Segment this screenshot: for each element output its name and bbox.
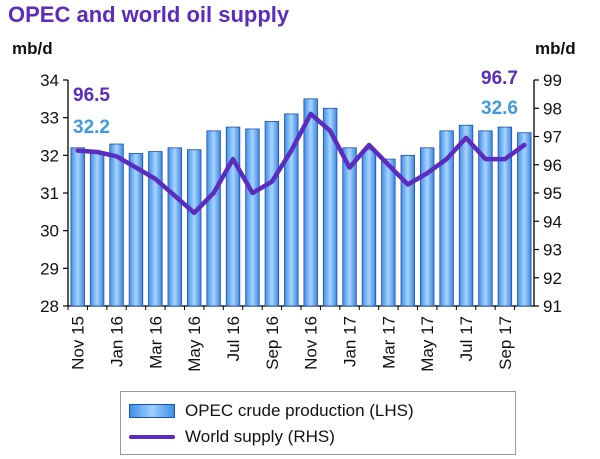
bar [206, 130, 221, 307]
bar [420, 147, 435, 307]
bar [400, 154, 415, 307]
world-supply-line [75, 111, 527, 216]
bar [148, 151, 163, 307]
legend-label-bar: OPEC crude production (LHS) [185, 401, 414, 420]
axes: mb/d mb/d 28 29 30 31 32 33 34 91 92 93 94 95 96 97 98 99… [12, 39, 576, 372]
bar [109, 143, 124, 307]
annotation-start-opec: 32.2 [73, 117, 110, 138]
legend-line-swatch [129, 435, 175, 439]
x-tick-label: Mar 16 [146, 316, 165, 369]
x-tick-label: May 17 [418, 316, 437, 372]
bar [225, 126, 241, 307]
right-tick-label: 91 [543, 297, 562, 316]
x-tick-label: Jan 16 [108, 316, 127, 367]
right-tick-label: 93 [543, 241, 562, 260]
annotation-end-world: 96.7 [481, 68, 518, 89]
right-tick-label: 95 [543, 184, 562, 203]
bar [187, 149, 202, 307]
left-tick-label: 34 [40, 71, 59, 90]
line-series [75, 111, 527, 216]
bar [322, 107, 338, 307]
bar [303, 98, 318, 307]
x-tick-label: Mar 17 [379, 316, 398, 369]
annotation-start-world: 96.5 [73, 85, 110, 106]
right-tick-label: 92 [543, 269, 562, 288]
x-tick-label: May 16 [185, 316, 204, 372]
bar [381, 158, 396, 307]
x-tick-label: Sep 17 [496, 316, 515, 370]
annotations: 96.5 32.2 96.7 32.6 [73, 68, 518, 138]
bar-series [70, 98, 532, 307]
right-tick-label: 94 [543, 212, 562, 231]
bar [167, 147, 182, 307]
left-tick-label: 29 [40, 259, 59, 278]
legend: OPEC crude production (LHS) World supply… [120, 391, 516, 455]
legend-item-bar: OPEC crude production (LHS) [129, 398, 414, 424]
legend-label-line: World supply (RHS) [185, 427, 335, 446]
bar [361, 149, 377, 307]
bar [245, 128, 260, 307]
right-tick-label: 99 [543, 71, 562, 90]
x-tick-label: Nov 15 [69, 316, 88, 370]
legend-item-line: World supply (RHS) [129, 424, 335, 450]
x-tick-label: Sep 16 [263, 316, 282, 370]
left-tick-label: 30 [40, 222, 59, 241]
annotation-end-opec: 32.6 [481, 98, 518, 119]
left-axis-unit: mb/d [12, 39, 53, 58]
left-tick-label: 32 [40, 146, 59, 165]
chart: mb/d mb/d 28 29 30 31 32 33 34 91 92 93 94 95 96 97 98 99… [12, 39, 576, 372]
left-tick-label: 33 [40, 109, 59, 128]
bar [478, 130, 493, 307]
bar [89, 151, 105, 307]
x-tick-label: Jul 16 [224, 316, 243, 361]
bar [439, 130, 454, 307]
right-tick-label: 96 [543, 156, 562, 175]
right-axis-unit: mb/d [535, 39, 576, 58]
x-tick-label: Nov 16 [302, 316, 321, 370]
x-tick-label: Jan 17 [341, 316, 360, 367]
bar [284, 113, 299, 307]
bar [458, 124, 474, 307]
right-tick-label: 98 [543, 99, 562, 118]
right-tick-label: 97 [543, 128, 562, 147]
x-tick-label: Jul 17 [457, 316, 476, 361]
bar [497, 126, 513, 307]
chart-title: OPEC and world oil supply [8, 2, 290, 27]
bar [70, 147, 85, 307]
left-tick-label: 31 [40, 184, 59, 203]
bar [128, 153, 144, 307]
left-tick-label: 28 [40, 297, 59, 316]
bar [517, 132, 532, 307]
legend-bar-swatch [129, 404, 175, 418]
bar [342, 147, 357, 307]
bar [264, 121, 280, 307]
